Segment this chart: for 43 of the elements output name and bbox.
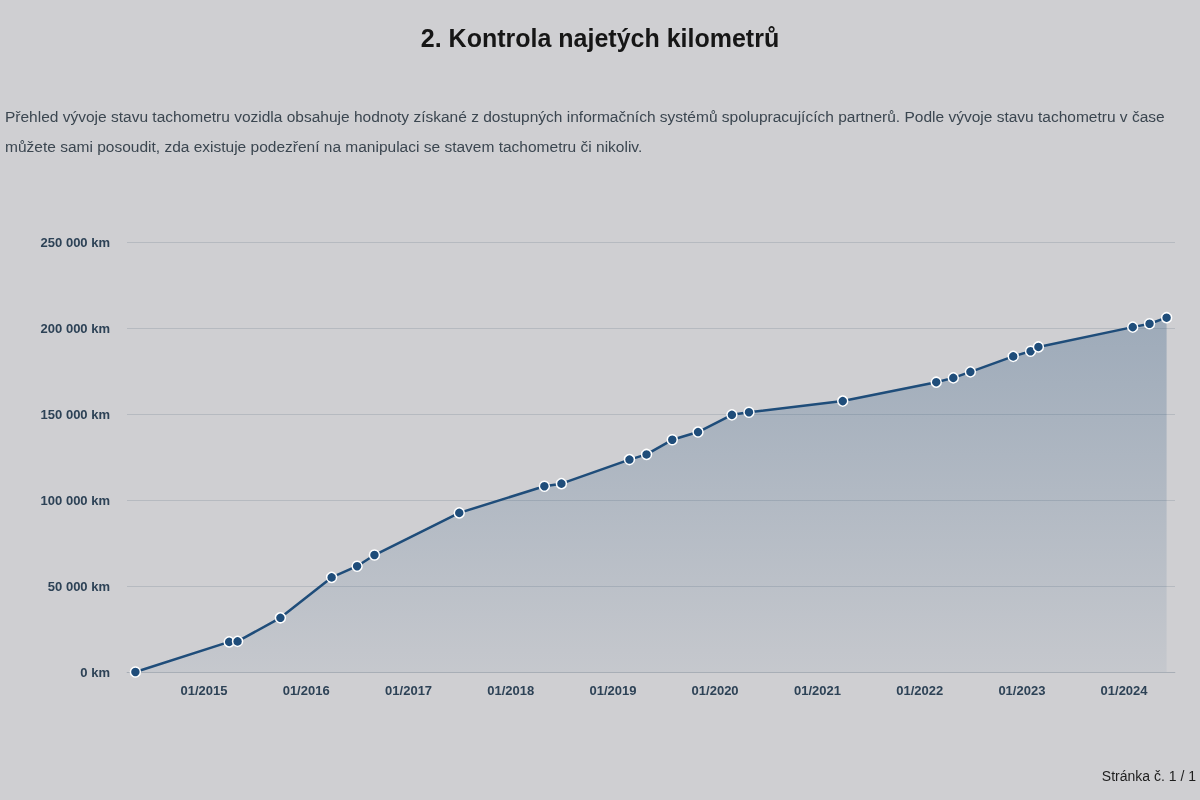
y-tick-label: 0 km: [80, 664, 110, 680]
point: [837, 395, 849, 407]
point: [666, 434, 679, 446]
point: [368, 549, 381, 561]
point: [1143, 317, 1156, 330]
point: [964, 366, 977, 378]
x-tick-label: 01/2018: [487, 683, 535, 698]
point: [231, 635, 244, 648]
x-tick-label: 01/2016: [282, 683, 330, 698]
point: [930, 376, 942, 388]
point: [640, 448, 653, 461]
x-tick-label: 01/2021: [794, 683, 842, 698]
point: [947, 372, 960, 384]
point: [555, 477, 568, 490]
point: [1007, 350, 1019, 363]
point: [692, 426, 704, 438]
x-tick-label: 01/2015: [180, 683, 228, 698]
x-tick-label: 01/2023: [998, 683, 1046, 698]
y-tick-label: 200 000 km: [40, 320, 110, 336]
x-tick-label: 01/2020: [691, 683, 739, 698]
y-tick-label: 50 000 km: [47, 578, 110, 594]
point: [1160, 311, 1173, 324]
text: Stránka č. 1 / 1: [1101, 768, 1196, 784]
x-tick-label: 01/2019: [589, 683, 637, 698]
x-tick-label: 01/2024: [1100, 683, 1149, 698]
x-tick-label: 01/2017: [385, 683, 433, 698]
point: [623, 453, 636, 466]
point: [1032, 341, 1045, 353]
point: [274, 612, 287, 624]
point: [1126, 321, 1139, 333]
y-tick-label: 100 000 km: [40, 492, 110, 508]
point: [726, 409, 738, 421]
chart-title: 2. Kontrola najetých kilometrů: [419, 24, 781, 53]
y-tick-label: 250 000 km: [40, 234, 110, 250]
point: [538, 480, 551, 492]
point: [129, 666, 142, 678]
point: [351, 560, 363, 572]
point: [325, 571, 338, 584]
point: [743, 406, 755, 419]
y-tick-label: 150 000 km: [40, 406, 110, 422]
x-tick-label: 01/2022: [896, 683, 944, 698]
point: [453, 507, 466, 519]
chart-subtitle: Přehled vývoje stavu tachometru vozidla obsahuje hodnoty získané z dostupných informačních systémů spolupracujících partnerů. Podle vývoje stavu tachometru v čase můžete sami posoudit, zda existuje podezření na manipulaci se stavem tachometru či nikoliv.: [5, 107, 1166, 157]
